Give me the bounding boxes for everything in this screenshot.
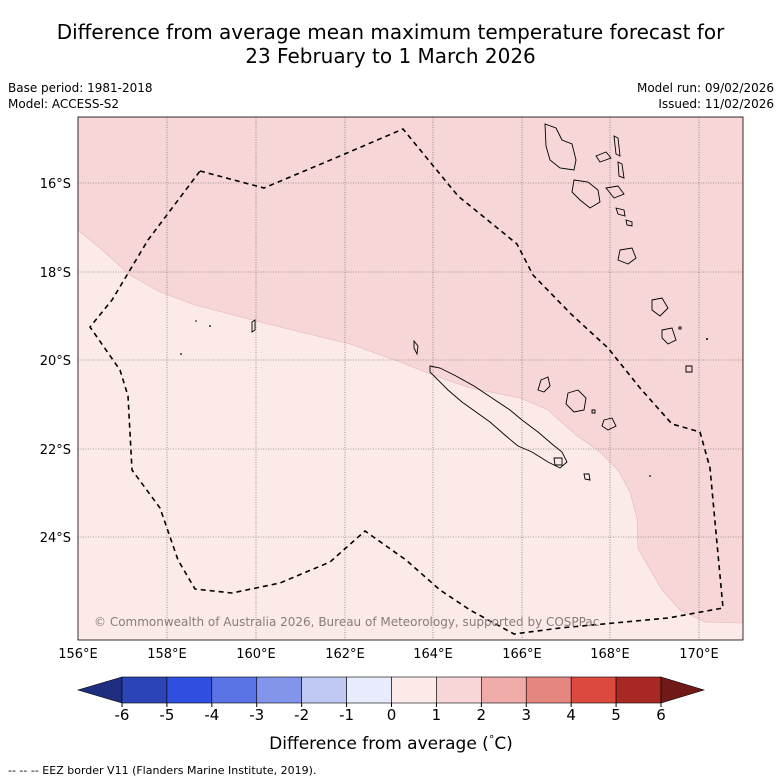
coastline-tanna xyxy=(661,327,677,345)
chart-title-line2: 23 February to 1 March 2026 xyxy=(245,44,536,68)
region-1-to-2 xyxy=(78,117,743,624)
x-tick-label: 156°E xyxy=(58,647,98,662)
colorbar-bin xyxy=(481,676,527,704)
coastline-chesterfield xyxy=(251,319,256,333)
coastline-islet-1 xyxy=(209,325,211,327)
coastline-aniwa xyxy=(706,338,708,340)
x-tick-label: 158°E xyxy=(147,647,187,662)
coastline-islet-2 xyxy=(180,353,182,355)
coastline-pentecost xyxy=(617,161,625,179)
coastline-walpole xyxy=(583,473,591,481)
x-tick-label: 160°E xyxy=(236,647,276,662)
colorbar-tick-label: -3 xyxy=(249,706,264,724)
coastline-mare xyxy=(601,417,617,431)
coastline-efate xyxy=(617,247,637,265)
base-period: Base period: 1981-2018 xyxy=(8,81,153,95)
colorbar-label: Difference from average (°C) xyxy=(269,733,513,754)
colorbar-tick-label: -4 xyxy=(204,706,219,724)
colorbar-bin xyxy=(166,676,213,704)
x-axis: 156°E 158°E 160°E 162°E 164°E 166°E 168°… xyxy=(58,647,719,662)
colorbar-bin xyxy=(615,676,662,704)
coastline-grande-terre xyxy=(429,365,568,469)
coastline-lifou xyxy=(565,389,587,413)
issued-date: Issued: 11/02/2026 xyxy=(658,97,774,111)
colorbar-tick-label: -1 xyxy=(339,706,354,724)
colorbar xyxy=(76,676,706,704)
colorbar-tick-label: -6 xyxy=(115,706,130,724)
degree-symbol: ° xyxy=(489,733,495,746)
colorbar-bin xyxy=(436,676,482,704)
map-area xyxy=(78,117,743,640)
colorbar-bin xyxy=(256,676,302,704)
y-tick-label: 20°S xyxy=(40,354,71,369)
y-axis: 16°S 18°S 20°S 22°S 24°S xyxy=(40,177,71,546)
colorbar-bin xyxy=(121,676,168,704)
colorbar-label-unit: C) xyxy=(494,734,513,754)
colorbar-bin xyxy=(301,676,347,704)
x-tick-label: 162°E xyxy=(325,647,365,662)
x-tick-label: 166°E xyxy=(502,647,542,662)
colorbar-tick-label: 6 xyxy=(656,706,666,724)
colorbar-label-prefix: Difference from average ( xyxy=(269,734,489,754)
colorbar-tick-label: 4 xyxy=(566,706,576,724)
eez-border xyxy=(88,128,724,635)
coastline-shepherds xyxy=(625,219,633,227)
colorbar-bin xyxy=(570,676,617,704)
colorbar-tick-label: 2 xyxy=(477,706,487,724)
model-run: Model run: 09/02/2026 xyxy=(636,81,774,95)
coastline-islet-3 xyxy=(195,320,197,322)
colorbar-tick-label: -5 xyxy=(159,706,174,724)
colorbar-bin xyxy=(346,676,392,704)
colorbar-tick-label: 0 xyxy=(387,706,397,724)
coastline-ambae xyxy=(595,151,612,163)
coastline-aneityum xyxy=(685,365,693,373)
y-tick-label: 22°S xyxy=(40,443,71,458)
eez-legend: -- -- -- EEZ border V11 (Flanders Marine… xyxy=(8,764,316,777)
colorbar-tick-label: 3 xyxy=(521,706,531,724)
coastline-ambrym xyxy=(605,185,625,199)
coastline-epi xyxy=(615,207,626,217)
x-tick-label: 164°E xyxy=(413,647,453,662)
colorbar-bin xyxy=(211,676,258,704)
y-tick-label: 16°S xyxy=(40,177,71,192)
y-tick-label: 24°S xyxy=(40,531,71,546)
coastline-matthew xyxy=(649,475,651,477)
x-tick-label: 168°E xyxy=(590,647,630,662)
colorbar-bin xyxy=(391,676,437,704)
coastline-tiga xyxy=(591,409,596,414)
coastline-futuna xyxy=(678,326,682,330)
colorbar-tick-label: -2 xyxy=(294,706,309,724)
x-tick-label: 170°E xyxy=(679,647,719,662)
colorbar-extend-low xyxy=(76,676,123,704)
chart-title-line1: Difference from average mean maximum tem… xyxy=(56,20,725,44)
colorbar-ticks: -6 -5 -4 -3 -2 -1 0 1 2 3 4 5 6 xyxy=(115,703,666,724)
coastline-ouvea xyxy=(537,376,551,393)
colorbar-tick-label: 1 xyxy=(432,706,442,724)
colorbar-extend-high xyxy=(660,676,706,704)
coastline-espiritu-santo xyxy=(544,123,577,171)
colorbar-bin xyxy=(525,676,572,704)
coastline-isle-of-pines xyxy=(553,457,563,466)
coastline-malakula xyxy=(571,179,601,209)
copyright-text: © Commonwealth of Australia 2026, Bureau… xyxy=(94,615,599,629)
map-frame xyxy=(77,116,744,641)
y-tick-label: 18°S xyxy=(40,266,71,281)
model-name: Model: ACCESS-S2 xyxy=(8,97,120,111)
colorbar-tick-label: 5 xyxy=(611,706,621,724)
coastline-maewo xyxy=(613,135,621,157)
coastline-erromango xyxy=(651,297,669,317)
coastline-belep xyxy=(413,339,419,356)
gridlines xyxy=(78,117,743,640)
